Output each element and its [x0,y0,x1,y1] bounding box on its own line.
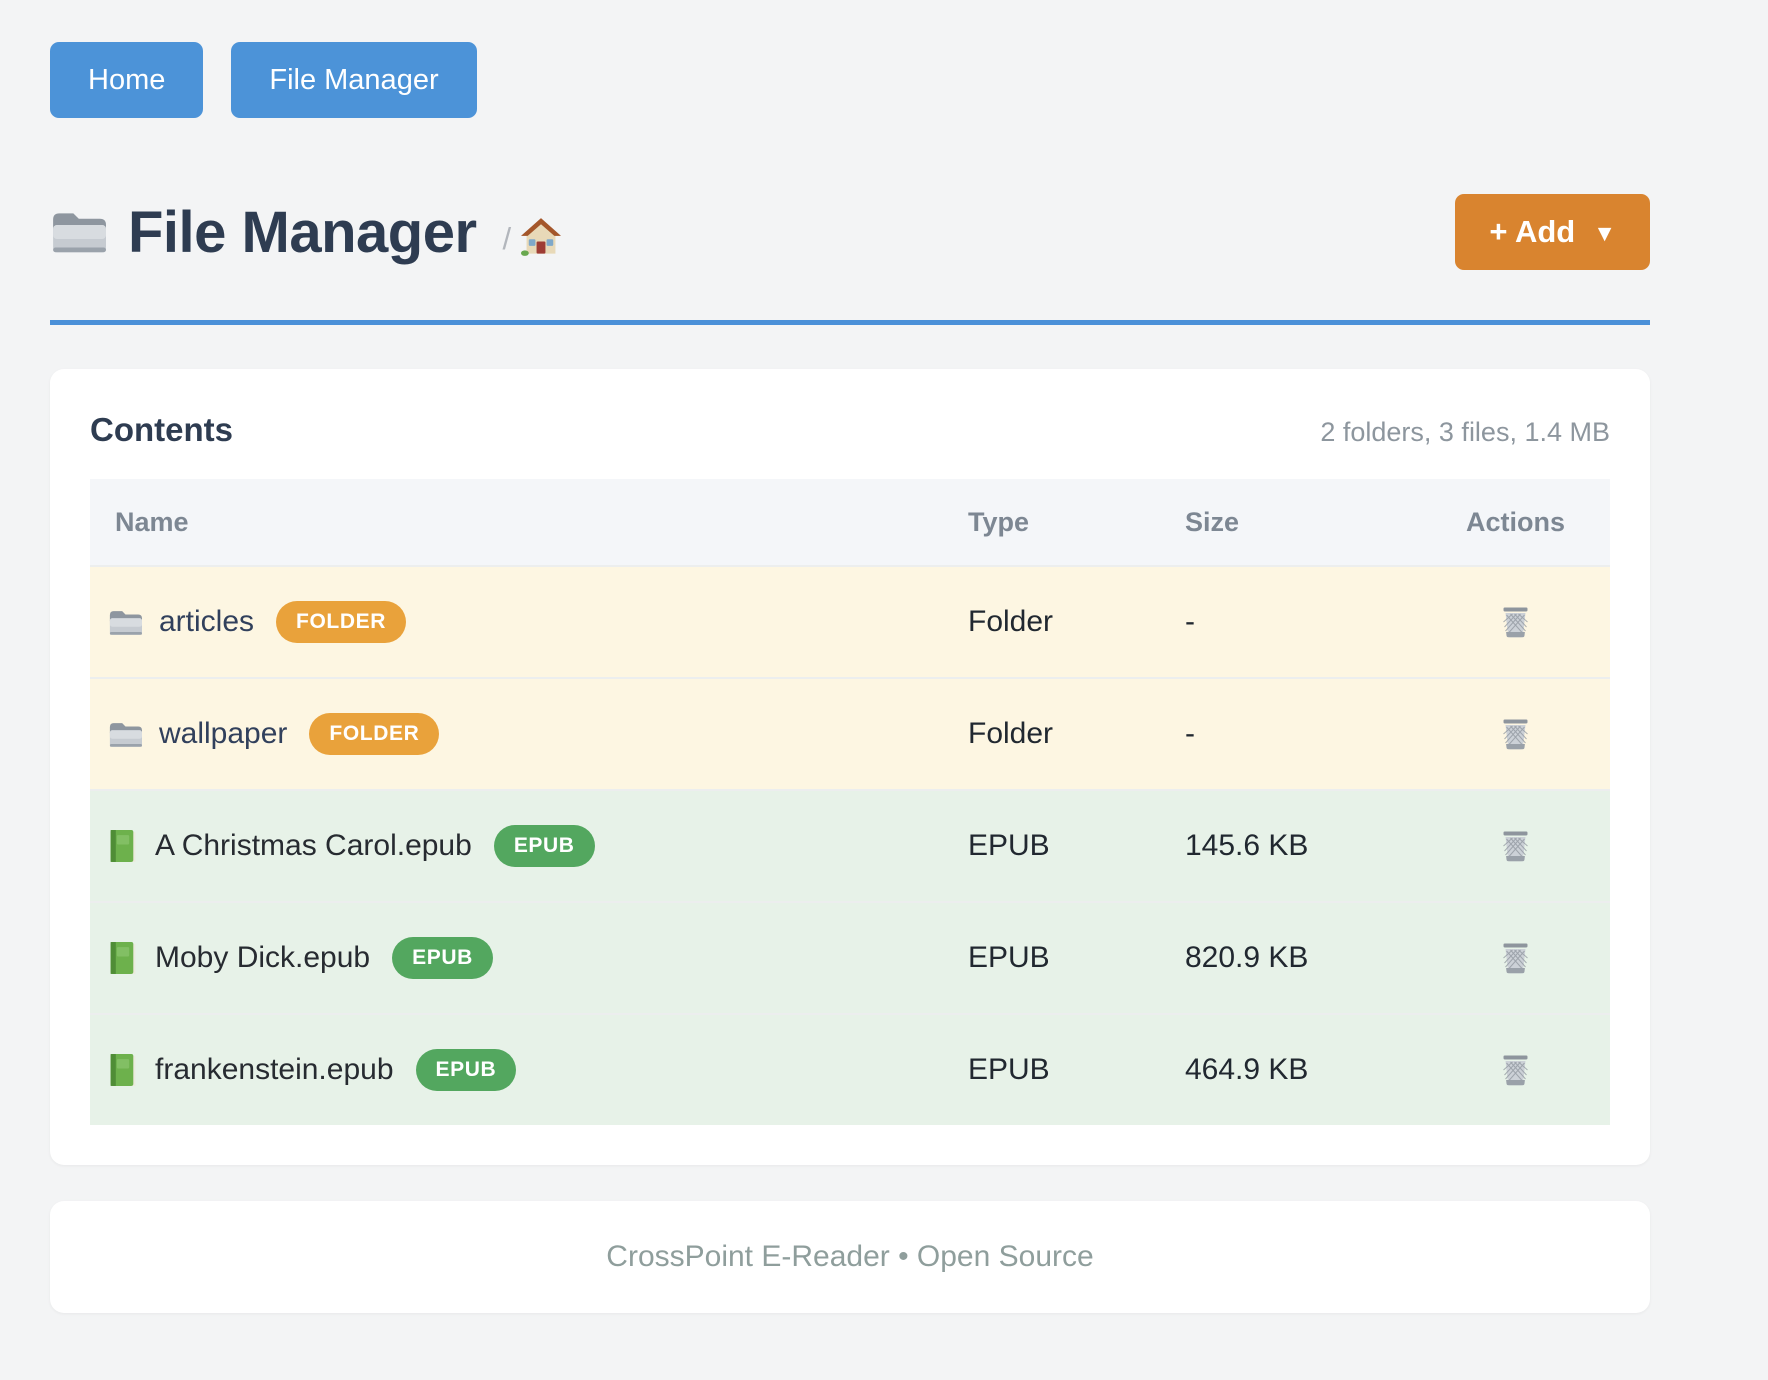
book-icon [108,941,138,976]
file-table: Name Type Size Actions articles FOLDER F… [90,479,1610,1125]
name-cell: A Christmas Carol.epub EPUB [90,825,968,867]
actions-cell [1466,941,1610,975]
folder-icon [108,720,142,749]
table-row: A Christmas Carol.epub EPUB EPUB 145.6 K… [90,789,1610,901]
column-header-name: Name [115,506,189,537]
actions-cell [1466,717,1610,751]
actions-cell [1466,605,1610,639]
page-title: File Manager [50,199,477,266]
file-table-header: Name Type Size Actions [90,479,1610,565]
footer: CrossPoint E-Reader • Open Source [50,1201,1650,1313]
file-name[interactable]: A Christmas Carol.epub [155,829,472,862]
file-size: - [1185,717,1195,750]
folder-icon [108,608,142,637]
table-row: frankenstein.epub EPUB EPUB 464.9 KB [90,1013,1610,1125]
file-type-badge: FOLDER [276,601,406,643]
file-size: 820.9 KB [1185,941,1309,974]
actions-cell [1466,829,1610,863]
file-size: 464.9 KB [1185,1053,1309,1086]
divider [50,320,1650,325]
book-icon [108,1053,138,1088]
add-button[interactable]: + Add ▼ [1455,194,1650,270]
file-type-badge: EPUB [415,1049,517,1091]
trash-icon[interactable] [1500,717,1531,751]
name-cell: wallpaper FOLDER [90,713,968,755]
file-name[interactable]: Moby Dick.epub [155,941,371,974]
file-type-badge: EPUB [392,937,493,979]
name-cell: articles FOLDER [90,601,968,643]
nav-button-file-manager[interactable]: File Manager [231,42,477,118]
page-title-text: File Manager [128,199,477,265]
footer-text: CrossPoint E-Reader • Open Source [606,1240,1094,1273]
column-header-size: Size [1185,506,1240,537]
file-type: EPUB [968,1053,1050,1086]
file-name[interactable]: frankenstein.epub [155,1053,394,1086]
table-row: Moby Dick.epub EPUB EPUB 820.9 KB [90,901,1610,1013]
nav-button-home[interactable]: Home [50,42,204,118]
house-icon[interactable] [521,218,562,256]
file-size: - [1185,605,1195,638]
file-size: 145.6 KB [1185,829,1309,862]
file-name[interactable]: wallpaper [159,717,288,750]
file-type-badge: FOLDER [309,713,440,755]
name-cell: Moby Dick.epub EPUB [90,937,968,979]
page-header: File Manager / + Add ▼ [50,194,1650,270]
breadcrumb: / [502,221,512,256]
contents-title: Contents [90,411,233,448]
actions-cell [1466,1053,1610,1087]
file-type: Folder [968,717,1054,750]
file-type: EPUB [968,829,1050,862]
table-row: articles FOLDER Folder - [90,565,1610,677]
contents-panel: Contents 2 folders, 3 files, 1.4 MB Name… [50,369,1650,1165]
trash-icon[interactable] [1500,605,1531,639]
column-header-actions: Actions [1466,506,1566,537]
top-nav: Home File Manager [50,0,1650,118]
file-name[interactable]: articles [159,605,255,638]
contents-panel-header: Contents 2 folders, 3 files, 1.4 MB [90,411,1610,449]
file-type: EPUB [968,941,1050,974]
page: Home File Manager File Manager / [50,0,1650,1313]
file-type-badge: EPUB [493,825,595,867]
folder-icon [50,208,106,256]
contents-summary: 2 folders, 3 files, 1.4 MB [1320,417,1610,447]
file-type: Folder [968,605,1054,638]
book-icon [108,829,138,864]
table-row: wallpaper FOLDER Folder - [90,677,1610,789]
trash-icon[interactable] [1500,941,1531,975]
chevron-down-icon: ▼ [1593,220,1616,246]
name-cell: frankenstein.epub EPUB [90,1049,968,1091]
trash-icon[interactable] [1500,1053,1531,1087]
add-button-label: + Add [1489,214,1576,249]
file-table-body: articles FOLDER Folder - wallpaper FOLDE… [90,565,1610,1125]
trash-icon[interactable] [1500,829,1531,863]
column-header-type: Type [968,506,1030,537]
